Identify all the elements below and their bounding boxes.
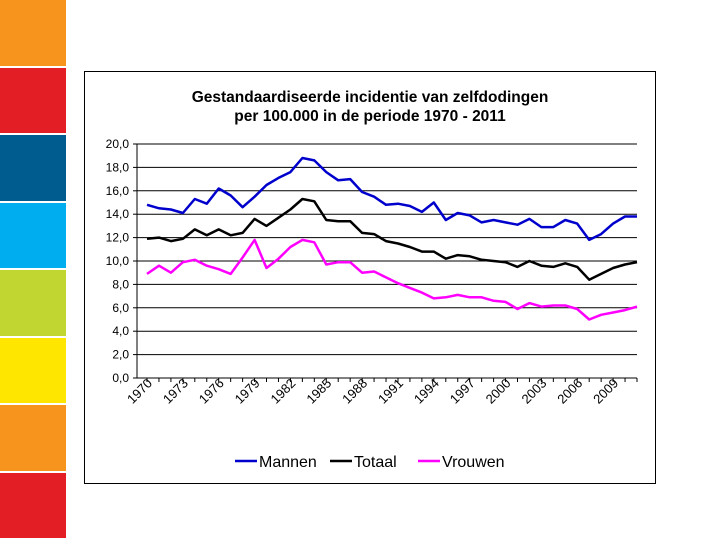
series-line-vrouwen — [146, 238, 638, 321]
chart-frame — [84, 71, 656, 484]
strip-block — [0, 337, 66, 403]
y-tick-label: 10,0 — [106, 254, 130, 268]
y-tick-label: 8,0 — [112, 277, 129, 291]
strip-block — [0, 202, 66, 268]
y-tick-label: 6,0 — [112, 301, 129, 315]
x-tick-label: 2003 — [518, 376, 549, 407]
strip-block — [0, 135, 66, 201]
strip-block — [0, 405, 66, 471]
chart-title-line-2: per 100.000 in de periode 1970 - 2011 — [234, 108, 506, 125]
x-tick-label: 1997 — [447, 376, 478, 407]
y-tick-label: 12,0 — [106, 231, 130, 245]
chart-title-line-1: Gestandaardiseerde incidentie van zelfdo… — [191, 89, 549, 106]
strip-block — [0, 472, 66, 538]
y-tick-label: 4,0 — [112, 324, 129, 338]
y-tick-label: 16,0 — [106, 184, 130, 198]
x-tick-label: 1976 — [196, 376, 227, 407]
strip-block — [0, 0, 66, 66]
x-tick-label: 2009 — [590, 376, 621, 407]
series-line-mannen — [146, 156, 637, 242]
strip-block — [0, 67, 66, 133]
chart-title: Gestandaardiseerde incidentie van zelfdo… — [84, 88, 656, 126]
series-line-totaal — [146, 197, 638, 281]
x-tick-label: 1973 — [160, 376, 191, 407]
x-tick-label: 1982 — [267, 376, 298, 407]
x-tick-label: 1994 — [411, 376, 442, 407]
x-tick-label: 1991 — [375, 376, 406, 407]
x-tick-label: 1985 — [303, 376, 334, 407]
legend-label-vrouwen: Vrouwen — [442, 454, 505, 471]
y-tick-label: 14,0 — [106, 207, 130, 221]
y-tick-label: 20,0 — [106, 137, 130, 151]
y-tick-label: 18,0 — [106, 160, 130, 174]
x-tick-label: 1988 — [339, 376, 370, 407]
decorative-color-strip — [0, 0, 66, 540]
legend-label-mannen: Mannen — [259, 454, 317, 471]
legend-label-totaal: Totaal — [354, 454, 397, 471]
y-tick-label: 0,0 — [112, 371, 129, 385]
x-tick-label: 2006 — [554, 376, 585, 407]
x-tick-label: 2000 — [483, 376, 514, 407]
strip-block — [0, 270, 66, 336]
y-tick-label: 2,0 — [112, 348, 129, 362]
x-tick-label: 1979 — [232, 376, 263, 407]
